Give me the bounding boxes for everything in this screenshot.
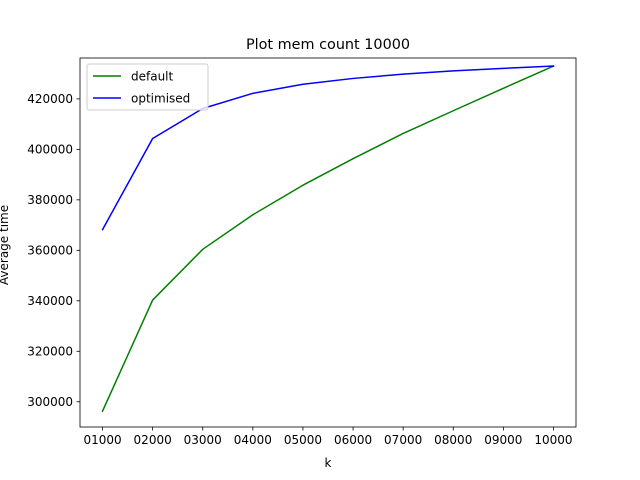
y-tick-label: 420000	[27, 92, 73, 106]
y-axis-label: Average time	[0, 205, 11, 285]
x-tick-label: 04000	[234, 433, 272, 447]
x-tick-label: 03000	[184, 433, 222, 447]
legend: default optimised	[86, 63, 209, 111]
y-tick-label: 400000	[27, 143, 73, 157]
series-line-optimised	[101, 65, 555, 231]
x-tick-label: 07000	[384, 433, 422, 447]
x-tick-label: 10000	[534, 433, 572, 447]
y-tick-label: 340000	[27, 294, 73, 308]
x-axis-label: k	[325, 456, 332, 470]
y-tick-label: 380000	[27, 193, 73, 207]
x-tick-label: 09000	[484, 433, 522, 447]
x-tick-label: 01000	[83, 433, 121, 447]
chart-title: Plot mem count 10000	[246, 37, 410, 53]
x-tick-label: 05000	[284, 433, 322, 447]
series-line-default	[101, 65, 555, 413]
legend-label-default: default	[131, 69, 174, 83]
y-tick-label: 300000	[27, 395, 73, 409]
x-tick-label: 06000	[334, 433, 372, 447]
legend-label-optimised: optimised	[131, 91, 190, 105]
x-tick-label: 02000	[134, 433, 172, 447]
plot-area: 01000 02000 03000 04000 05000 06000 07000 08000…	[27, 57, 577, 447]
y-tick-label: 360000	[27, 244, 73, 258]
axes-frame	[79, 57, 577, 428]
x-tick-label: 08000	[434, 433, 472, 447]
y-tick-label: 320000	[27, 345, 73, 359]
